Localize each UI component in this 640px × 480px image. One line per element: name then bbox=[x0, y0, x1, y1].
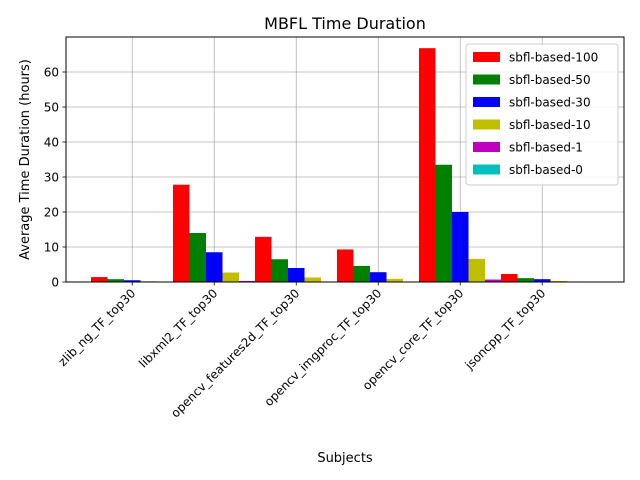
legend-label: sbfl-based-10 bbox=[509, 118, 591, 132]
y-tick-label: 30 bbox=[44, 171, 59, 185]
bars bbox=[91, 48, 584, 283]
x-tick-label: libxml2_TF_top30 bbox=[136, 286, 220, 370]
y-tick-label: 20 bbox=[44, 206, 59, 220]
legend-label: sbfl-based-100 bbox=[509, 51, 598, 65]
bar-sbfl-based-50 bbox=[107, 279, 124, 282]
bar-sbfl-based-30 bbox=[370, 272, 387, 282]
x-axis-label: Subjects bbox=[317, 451, 373, 466]
bar-sbfl-based-50 bbox=[271, 259, 288, 282]
legend-swatch bbox=[473, 52, 500, 62]
bar-sbfl-based-100 bbox=[337, 249, 354, 282]
bar-sbfl-based-50 bbox=[189, 233, 206, 282]
x-tick-label: zlib_ng_TF_top30 bbox=[56, 286, 139, 369]
bar-sbfl-based-1 bbox=[485, 279, 502, 282]
bar-sbfl-based-30 bbox=[534, 279, 551, 282]
bar-sbfl-based-30 bbox=[124, 280, 141, 282]
legend: sbfl-based-100 sbfl-based-50 sbfl-based-30… bbox=[465, 43, 619, 186]
legend-label: sbfl-based-0 bbox=[509, 163, 583, 177]
legend-swatch bbox=[473, 119, 500, 130]
bar-sbfl-based-100 bbox=[419, 48, 436, 283]
y-tick-label: 0 bbox=[51, 276, 59, 290]
y-tick-label: 50 bbox=[44, 101, 59, 115]
bar-sbfl-based-50 bbox=[353, 265, 370, 282]
legend-label: sbfl-based-1 bbox=[509, 141, 583, 155]
legend-swatch bbox=[473, 97, 500, 107]
bar-sbfl-based-10 bbox=[304, 277, 321, 282]
y-tick-label: 60 bbox=[44, 66, 59, 80]
bar-sbfl-based-10 bbox=[550, 280, 567, 282]
bar-sbfl-based-50 bbox=[435, 164, 452, 282]
bar-sbfl-based-10 bbox=[386, 278, 403, 282]
bar-sbfl-based-30 bbox=[206, 252, 223, 282]
bar-sbfl-based-100 bbox=[501, 273, 518, 282]
chart-title: MBFL Time Duration bbox=[264, 14, 426, 33]
legend-label: sbfl-based-30 bbox=[509, 96, 591, 110]
legend-label: sbfl-based-50 bbox=[509, 73, 591, 87]
bar-sbfl-based-10 bbox=[468, 258, 485, 282]
legend-swatch bbox=[473, 142, 500, 152]
legend-box bbox=[465, 43, 619, 186]
plot-frame bbox=[65, 36, 625, 283]
bar-sbfl-based-100 bbox=[255, 236, 272, 282]
x-tick-label: opencv_features2d_TF_top30 bbox=[168, 286, 302, 420]
bar-sbfl-based-50 bbox=[517, 278, 534, 282]
bar-sbfl-based-30 bbox=[452, 212, 469, 282]
legend-swatch bbox=[473, 164, 500, 175]
bar-sbfl-based-30 bbox=[288, 268, 305, 282]
bar-sbfl-based-10 bbox=[222, 272, 239, 282]
y-tick-label: 10 bbox=[44, 241, 59, 255]
bar-sbfl-based-1 bbox=[239, 280, 256, 282]
x-tick-label: jsoncpp_TF_top30 bbox=[462, 286, 549, 373]
legend-swatch bbox=[473, 74, 500, 85]
bar-sbfl-based-100 bbox=[91, 277, 108, 282]
bar-sbfl-based-100 bbox=[173, 184, 190, 282]
y-tick-label: 40 bbox=[44, 136, 59, 150]
y-axis-label: Average Time Duration (hours) bbox=[18, 59, 33, 260]
